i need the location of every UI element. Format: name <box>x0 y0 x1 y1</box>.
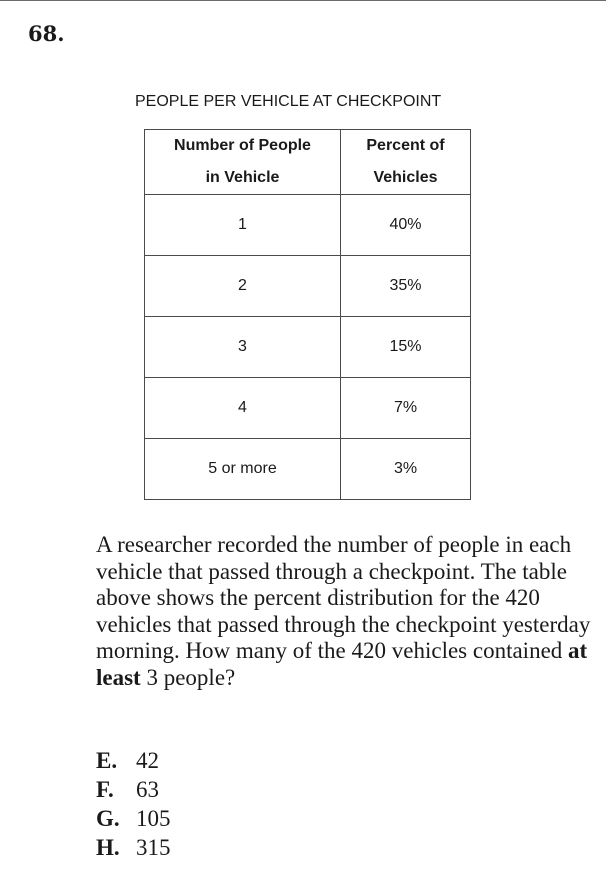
header-col2-line2: Vehicles <box>373 169 438 186</box>
table-row: 4 7% <box>144 377 471 439</box>
cell-percent: 40% <box>340 194 471 256</box>
choice-letter: F. <box>96 777 114 802</box>
data-table: Number of People in Vehicle Percent of V… <box>144 129 471 500</box>
cell-people: 1 <box>144 194 341 256</box>
table-row: 3 15% <box>144 316 471 378</box>
header-number-of-people: Number of People in Vehicle <box>144 129 341 195</box>
question-stem-part1: A researcher recorded the number of peop… <box>96 532 591 663</box>
cell-percent: 7% <box>340 377 471 439</box>
cell-percent: 15% <box>340 316 471 378</box>
question-stem-part2: 3 people? <box>140 664 236 690</box>
cell-percent: 35% <box>340 255 471 317</box>
table-row: 1 40% <box>144 194 471 256</box>
table-row: 5 or more 3% <box>144 438 471 500</box>
header-col1-line2: in Vehicle <box>205 169 280 186</box>
question-stem-emphasis: at least <box>96 638 588 690</box>
table-header-row: Number of People in Vehicle Percent of V… <box>144 129 471 195</box>
cell-people: 3 <box>144 316 341 378</box>
answer-choice-f[interactable]: F. 63 <box>96 775 171 804</box>
question-number: 68. <box>28 21 65 46</box>
table-caption: PEOPLE PER VEHICLE AT CHECKPOINT <box>135 93 442 110</box>
choice-letter: H. <box>96 835 120 860</box>
answer-choices: E. 42 F. 63 G. 105 H. 315 <box>96 746 171 862</box>
choice-letter: G. <box>96 806 120 831</box>
cell-percent: 3% <box>340 438 471 500</box>
answer-choice-h[interactable]: H. 315 <box>96 833 171 862</box>
choice-value: 105 <box>136 806 171 831</box>
cell-people: 5 or more <box>144 438 341 500</box>
header-col2-line1: Percent of <box>366 137 445 154</box>
cell-people: 4 <box>144 377 341 439</box>
choice-value: 42 <box>136 748 159 773</box>
cell-people: 2 <box>144 255 341 317</box>
answer-choice-g[interactable]: G. 105 <box>96 804 171 833</box>
header-percent-of-vehicles: Percent of Vehicles <box>340 129 471 195</box>
top-divider <box>0 0 606 1</box>
answer-choice-e[interactable]: E. 42 <box>96 746 171 775</box>
question-stem: A researcher recorded the number of peop… <box>96 532 596 691</box>
table-row: 2 35% <box>144 255 471 317</box>
header-col1-line1: Number of People <box>174 137 311 154</box>
choice-letter: E. <box>96 748 118 773</box>
choice-value: 63 <box>136 777 159 802</box>
choice-value: 315 <box>136 835 171 860</box>
